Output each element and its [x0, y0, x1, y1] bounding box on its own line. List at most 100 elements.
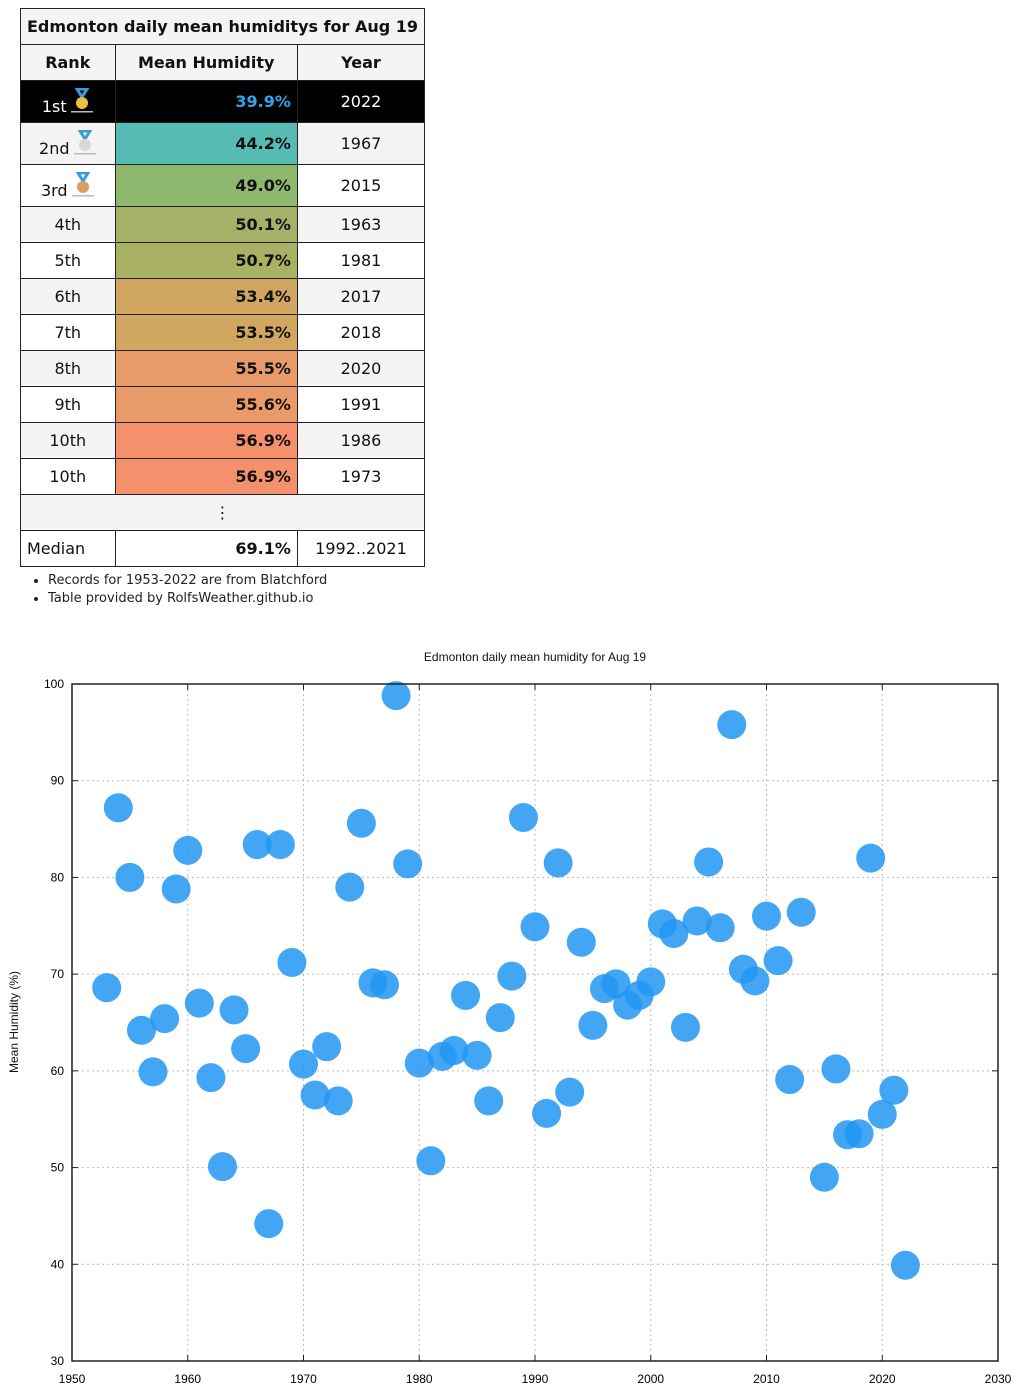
notes-list: Records for 1953-2022 are from Blatchfor…: [20, 572, 327, 608]
data-point: [277, 948, 307, 978]
x-tick-label: 2010: [753, 1372, 780, 1386]
data-point: [786, 897, 816, 927]
data-point: [381, 681, 411, 711]
humidity-cell: 53.5%: [114, 314, 298, 351]
humidity-cell: 56.9%: [114, 422, 298, 459]
y-axis-label: Mean Humidity (%): [7, 971, 21, 1073]
year-cell: 1981: [296, 242, 426, 279]
data-point: [821, 1054, 851, 1084]
data-point: [335, 872, 365, 902]
data-point: [439, 1036, 469, 1066]
table-row: 10th 56.9% 1973: [20, 458, 426, 495]
data-point: [543, 848, 573, 878]
data-point: [485, 1003, 515, 1033]
data-point: [103, 793, 133, 823]
data-point: [555, 1077, 585, 1107]
data-point: [196, 1063, 226, 1093]
rank-cell: 7th: [20, 314, 116, 351]
data-point: [173, 835, 203, 865]
table-row: 4th 50.1% 1963: [20, 206, 426, 243]
y-tick-label: 80: [51, 870, 65, 884]
rank-cell: 5th: [20, 242, 116, 279]
rank-cell: 9th: [20, 386, 116, 423]
header-mean-humidity: Mean Humidity: [114, 44, 298, 81]
data-point: [890, 1250, 920, 1280]
x-tick-label: 1970: [290, 1372, 317, 1386]
rank-label: 10th: [49, 467, 87, 486]
data-point: [138, 1057, 168, 1087]
rank-cell: 1st: [20, 80, 116, 123]
data-point: [601, 969, 631, 999]
y-tick-label: 40: [51, 1257, 65, 1271]
gold-medal-icon: [70, 87, 93, 112]
humidity-scatter-chart: Edmonton daily mean humidity for Aug 19 …: [7, 650, 1012, 1386]
table-row: 8th 55.5% 2020: [20, 350, 426, 387]
year-cell: 2020: [296, 350, 426, 387]
x-tick-label: 1990: [522, 1372, 549, 1386]
median-value: 69.1%: [114, 530, 298, 567]
data-point: [705, 913, 735, 943]
header-year: Year: [296, 44, 426, 81]
humidity-cell: 49.0%: [114, 164, 298, 207]
data-point: [161, 874, 191, 904]
data-point: [636, 967, 666, 997]
humidity-cell: 55.6%: [114, 386, 298, 423]
rank-label: 10th: [49, 431, 87, 450]
note: Table provided by RolfsWeather.github.io: [48, 590, 327, 608]
median-row: Median 69.1% 1992..2021: [20, 530, 426, 567]
data-point: [312, 1032, 342, 1062]
records-table: Edmonton daily mean humiditys for Aug 19…: [19, 8, 426, 567]
data-point: [879, 1075, 909, 1105]
data-point: [520, 912, 550, 942]
table-row: 10th 56.9% 1986: [20, 422, 426, 459]
data-point: [474, 1086, 504, 1116]
silver-medal-icon: [73, 129, 96, 154]
data-point: [856, 843, 886, 873]
chart-title: Edmonton daily mean humidity for Aug 19: [424, 650, 646, 664]
humidity-cell: 53.4%: [114, 278, 298, 315]
data-point: [92, 973, 122, 1003]
data-point: [300, 1080, 330, 1110]
y-tick-label: 30: [51, 1354, 65, 1368]
header-rank: Rank: [20, 44, 116, 81]
rank-label: 1st: [41, 96, 67, 116]
humidity-cell: 44.2%: [114, 122, 298, 165]
year-cell: 2017: [296, 278, 426, 315]
data-point: [670, 1012, 700, 1042]
rank-cell: 2nd: [20, 122, 116, 165]
year-cell: 2015: [296, 164, 426, 207]
data-point: [694, 847, 724, 877]
median-years: 1992..2021: [296, 530, 426, 567]
table-title: Edmonton daily mean humiditys for Aug 19: [19, 8, 426, 45]
data-point: [462, 1040, 492, 1070]
data-point: [219, 995, 249, 1025]
year-cell: 1986: [296, 422, 426, 459]
y-tick-label: 90: [51, 774, 65, 788]
y-tick-label: 50: [51, 1161, 65, 1175]
note: Records for 1953-2022 are from Blatchfor…: [48, 572, 327, 590]
data-point: [682, 906, 712, 936]
rank-label: 6th: [54, 287, 82, 306]
data-point: [844, 1119, 874, 1149]
data-point: [370, 970, 400, 1000]
rank-label: 8th: [54, 359, 82, 378]
rank-label: 3rd: [40, 180, 68, 200]
data-point: [416, 1146, 446, 1176]
data-point: [184, 988, 214, 1018]
humidity-cell: 39.9%: [114, 80, 298, 123]
median-label: Median: [20, 530, 116, 567]
x-tick-label: 2000: [637, 1372, 664, 1386]
rank-cell: 6th: [20, 278, 116, 315]
y-tick-label: 60: [51, 1064, 65, 1078]
data-point: [265, 830, 295, 860]
rank-label: 2nd: [39, 138, 70, 158]
humidity-cell: 56.9%: [114, 458, 298, 495]
year-cell: 1963: [296, 206, 426, 243]
data-point: [207, 1152, 237, 1182]
humidity-cell: 55.5%: [114, 350, 298, 387]
data-point: [346, 808, 376, 838]
table-row: 7th 53.5% 2018: [20, 314, 426, 351]
data-point: [752, 901, 781, 931]
rank-cell: 10th: [20, 422, 116, 459]
data-point: [242, 830, 272, 860]
